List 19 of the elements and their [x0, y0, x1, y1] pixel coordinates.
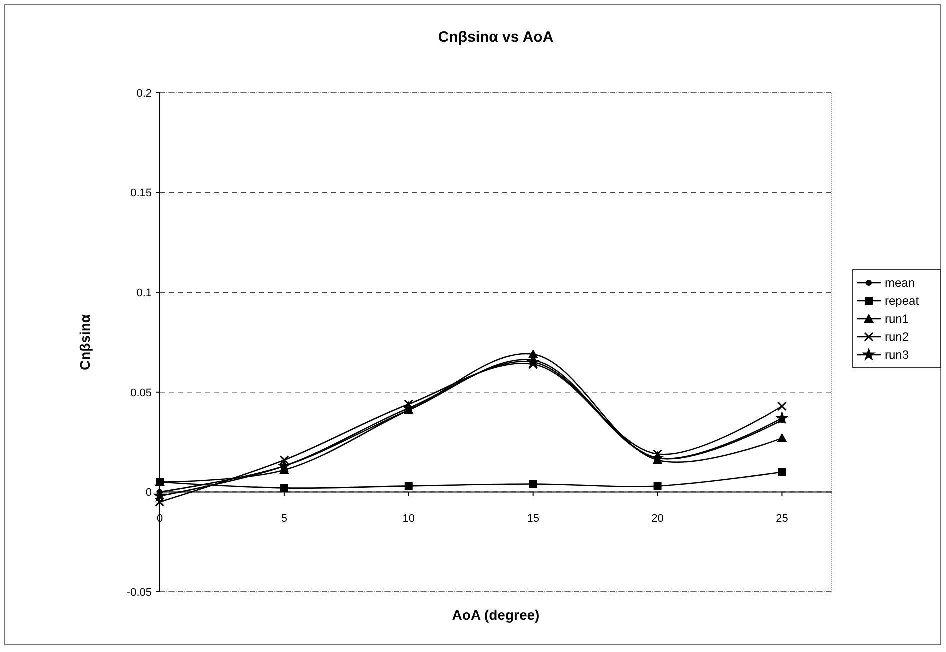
x-axis-title: AoA (degree): [452, 607, 540, 623]
y-tick-label: 0.15: [130, 188, 152, 200]
x-tick-label: 20: [652, 513, 664, 526]
legend-label: mean: [885, 276, 916, 290]
y-axis-title: Cnβsinα: [77, 314, 93, 371]
x-tick-label: 5: [281, 513, 288, 526]
x-tick-label: 10: [402, 513, 416, 526]
y-tick-label: 0.05: [130, 387, 152, 400]
y-tick-label: 0.2: [136, 88, 152, 100]
legend-label: run2: [885, 330, 910, 344]
y-tick-label: 0: [146, 487, 152, 500]
x-tick-label: 15: [527, 513, 540, 526]
x-tick-label: 25: [776, 513, 788, 526]
legend-label: run3: [885, 348, 910, 362]
legend-label: repeat: [885, 294, 920, 308]
y-tick-label: -0.05: [126, 586, 152, 599]
chart-title: Cnβsinα vs AoA: [438, 29, 554, 46]
y-tick-label: 0.1: [136, 287, 152, 300]
legend-label: run1: [885, 312, 910, 326]
